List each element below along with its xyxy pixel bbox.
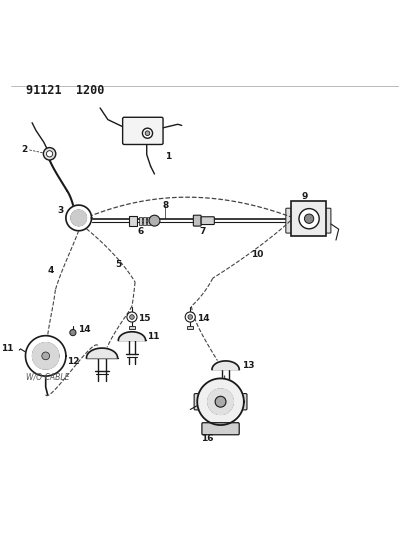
Bar [187,326,193,329]
Text: 5: 5 [115,260,121,269]
Text: 8: 8 [162,200,168,209]
FancyBboxPatch shape [290,201,326,236]
Polygon shape [212,361,239,369]
Text: 11: 11 [1,344,14,353]
Circle shape [127,312,137,322]
Text: 91121  1200: 91121 1200 [26,84,105,97]
Text: 3: 3 [57,206,64,215]
Polygon shape [86,348,118,358]
Text: 16: 16 [201,434,214,443]
FancyBboxPatch shape [201,217,214,224]
Text: 12: 12 [67,357,80,366]
Polygon shape [118,332,146,341]
Polygon shape [32,343,59,369]
Circle shape [130,314,134,319]
Circle shape [46,151,53,157]
Circle shape [188,314,192,319]
Circle shape [42,352,50,360]
Text: 13: 13 [242,361,254,370]
Circle shape [145,131,150,135]
FancyBboxPatch shape [325,208,331,233]
Polygon shape [208,389,233,415]
Text: 4: 4 [48,266,54,275]
Circle shape [299,208,319,229]
FancyBboxPatch shape [286,208,292,233]
FancyBboxPatch shape [202,423,239,435]
Polygon shape [66,205,92,231]
Text: 1: 1 [165,152,172,161]
Text: 9: 9 [302,192,308,201]
Bar [143,217,146,224]
Text: 15: 15 [138,314,150,324]
Text: 11: 11 [148,332,160,341]
Polygon shape [197,378,244,425]
FancyBboxPatch shape [193,215,201,226]
Circle shape [142,128,152,138]
Text: 6: 6 [137,227,143,236]
Text: 2: 2 [21,146,27,155]
FancyBboxPatch shape [129,215,137,225]
Circle shape [43,148,56,160]
Bar [147,217,150,224]
Text: 14: 14 [197,314,210,324]
Text: 7: 7 [199,227,206,236]
Polygon shape [71,210,86,225]
Text: 14: 14 [78,325,90,334]
Circle shape [185,312,195,322]
Circle shape [215,397,226,407]
Bar [129,326,135,329]
Circle shape [70,329,76,336]
Text: 10: 10 [251,251,263,260]
Circle shape [149,215,160,226]
FancyBboxPatch shape [123,117,163,144]
Circle shape [304,214,314,223]
Text: W/O CABLE: W/O CABLE [26,372,70,381]
Polygon shape [26,336,66,376]
Bar [139,217,142,224]
FancyBboxPatch shape [194,393,247,410]
